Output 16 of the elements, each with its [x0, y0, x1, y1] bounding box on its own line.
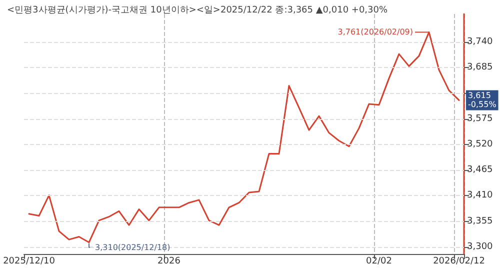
x-tick-label: 2025/12/10 [3, 256, 56, 266]
text: 3,615 -0,55% [468, 91, 497, 110]
y-tick-label: 3,355 [467, 216, 493, 226]
y-tick-label: 3,575 [467, 114, 493, 124]
y-tick-label: 3,410 [467, 190, 494, 201]
x-tick-label: 2026/02/12 [433, 256, 485, 266]
annotation: 3,310(2025/12/18) [95, 242, 170, 252]
y-tick-label: 3,685 [467, 62, 493, 73]
y-tick-label: 3,300 [467, 242, 494, 252]
x-tick-label: 02/02 [366, 256, 392, 266]
x-tick-label: 2026 [158, 256, 181, 266]
annotation: 3,761(2026/02/09) [338, 28, 413, 37]
y-tick-label: 3,740 [467, 36, 494, 47]
y-tick-label: 3,520 [467, 139, 494, 150]
y-tick-label: 3,465 [467, 165, 493, 176]
chart-title: <민평3사평균(시가평가)-국고채권 10년이하><일>2025/12/22 종:3,365 ▲0,010 +0,30% [7, 6, 388, 16]
